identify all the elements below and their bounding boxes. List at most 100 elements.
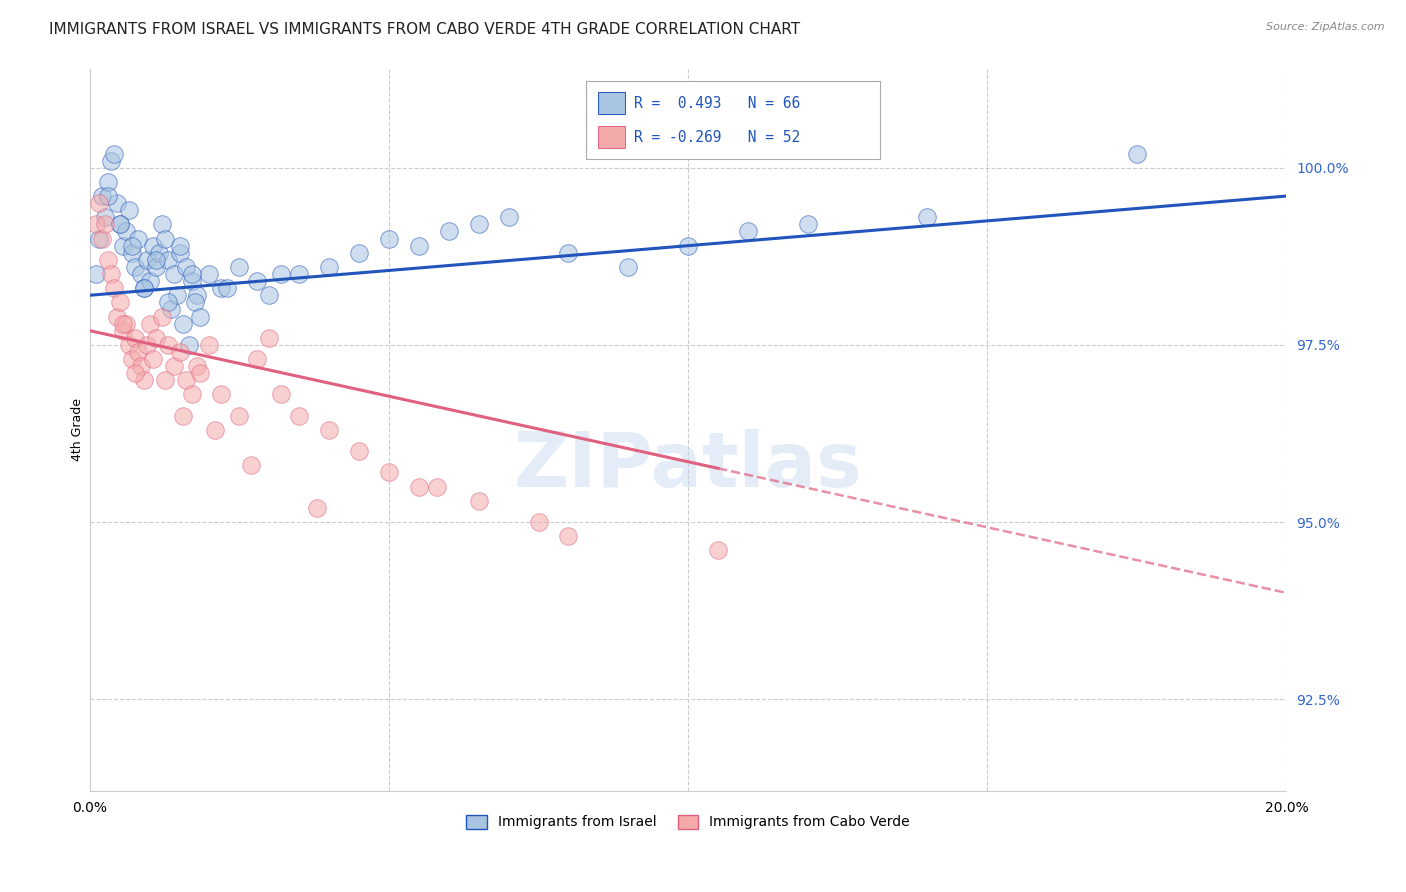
Point <box>209 387 232 401</box>
Point <box>186 359 208 373</box>
Point <box>142 238 165 252</box>
Point <box>138 274 160 288</box>
Point <box>156 252 179 267</box>
Point <box>467 218 489 232</box>
Point <box>707 543 730 558</box>
Point <box>84 267 107 281</box>
Point <box>174 260 197 274</box>
Point <box>103 146 125 161</box>
Point <box>467 493 489 508</box>
Text: IMMIGRANTS FROM ISRAEL VS IMMIGRANTS FROM CABO VERDE 4TH GRADE CORRELATION CHART: IMMIGRANTS FROM ISRAEL VS IMMIGRANTS FRO… <box>49 22 800 37</box>
Point <box>177 338 200 352</box>
Point <box>797 218 820 232</box>
Point <box>557 245 579 260</box>
Point <box>129 359 152 373</box>
Point <box>917 211 939 225</box>
Point <box>180 387 202 401</box>
Point <box>270 267 292 281</box>
Point <box>198 267 221 281</box>
Point <box>145 331 167 345</box>
Point <box>169 345 191 359</box>
Point <box>97 252 120 267</box>
Point <box>172 317 194 331</box>
Point <box>100 267 122 281</box>
Point <box>426 479 449 493</box>
Point <box>557 529 579 543</box>
Point <box>246 352 269 367</box>
FancyBboxPatch shape <box>599 93 624 114</box>
Point <box>111 324 134 338</box>
Point <box>307 500 329 515</box>
Point <box>180 267 202 281</box>
Point <box>97 175 120 189</box>
Text: ZIPatlas: ZIPatlas <box>513 429 862 503</box>
Point <box>217 281 239 295</box>
Point <box>162 267 184 281</box>
Point <box>209 281 232 295</box>
Point <box>378 466 401 480</box>
Point <box>153 373 176 387</box>
Point <box>198 338 221 352</box>
Y-axis label: 4th Grade: 4th Grade <box>72 399 84 461</box>
Point <box>174 373 197 387</box>
Point <box>124 260 146 274</box>
Point <box>114 225 136 239</box>
Point <box>94 218 117 232</box>
Point <box>135 252 157 267</box>
Point <box>318 260 340 274</box>
Point <box>408 238 430 252</box>
Point <box>169 238 191 252</box>
Point <box>288 267 311 281</box>
Point <box>121 245 143 260</box>
Point <box>127 231 149 245</box>
Point <box>124 366 146 380</box>
Point <box>121 352 143 367</box>
Point <box>186 288 208 302</box>
Point <box>228 409 250 423</box>
Text: Source: ZipAtlas.com: Source: ZipAtlas.com <box>1267 22 1385 32</box>
Point <box>408 479 430 493</box>
Point <box>153 231 176 245</box>
Point <box>347 444 370 458</box>
Point <box>318 423 340 437</box>
Point <box>87 196 110 211</box>
Point <box>132 373 155 387</box>
Point <box>114 317 136 331</box>
Point <box>162 359 184 373</box>
Point <box>527 515 550 529</box>
Point <box>148 245 170 260</box>
Point <box>498 211 520 225</box>
Point <box>142 352 165 367</box>
Point <box>288 409 311 423</box>
FancyBboxPatch shape <box>586 81 880 159</box>
Point <box>94 211 117 225</box>
Point <box>145 260 167 274</box>
Point <box>100 153 122 168</box>
Point <box>190 366 212 380</box>
Point <box>259 288 281 302</box>
Point <box>118 203 141 218</box>
Point <box>172 409 194 423</box>
Point <box>676 238 699 252</box>
Point <box>437 225 460 239</box>
Point <box>737 225 759 239</box>
Point <box>240 458 263 473</box>
FancyBboxPatch shape <box>599 127 624 148</box>
Point <box>121 238 143 252</box>
Point <box>124 331 146 345</box>
Point <box>105 196 128 211</box>
Point <box>132 281 155 295</box>
Point <box>118 338 141 352</box>
Point <box>156 295 179 310</box>
Point <box>135 338 157 352</box>
Point <box>169 245 191 260</box>
Point <box>159 302 181 317</box>
Point <box>259 331 281 345</box>
Point <box>108 218 131 232</box>
Point <box>270 387 292 401</box>
Text: R =  0.493   N = 66: R = 0.493 N = 66 <box>634 95 800 111</box>
Point <box>111 238 134 252</box>
Point <box>150 310 173 324</box>
Point <box>84 218 107 232</box>
Point <box>180 274 202 288</box>
